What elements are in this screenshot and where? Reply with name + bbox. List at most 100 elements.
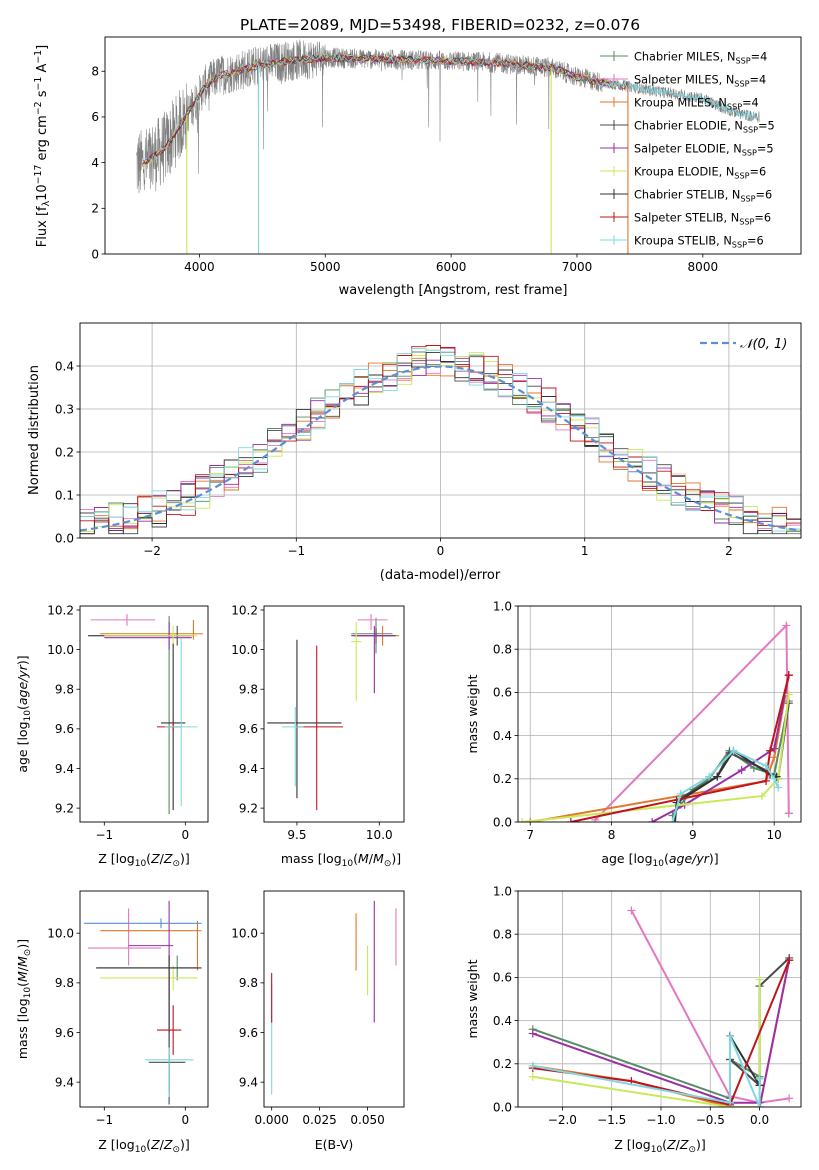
y-tick-label: 9.6	[239, 1026, 258, 1040]
y-axis-label-part: M	[15, 971, 30, 982]
y-axis-label-part: /	[15, 966, 30, 971]
y-axis-label-part: λ	[41, 200, 52, 206]
x-axis-label-part: )]	[696, 1137, 706, 1152]
x-tick-label: −1	[287, 544, 305, 558]
y-tick-label: 0.3	[55, 402, 74, 416]
x-tick-label: 0.025	[302, 1113, 336, 1127]
legend-label-part: =4	[751, 51, 768, 64]
weight-marker	[784, 690, 793, 699]
y-tick-label: 0	[91, 247, 99, 261]
residuals-panel: −2 −1 0 1 2 0.0 0.1 0.2 0.3 0.4 (data-model)/error…	[27, 322, 802, 583]
x-tick-label: −2	[143, 544, 161, 558]
legend-label-part: Salpeter MILES, N	[634, 74, 734, 87]
y-axis-label-part: A	[35, 64, 50, 77]
spectrum-panel: 4000 5000 6000 7000 8000 0 2 4 6 8 wavelength [Ang…	[33, 36, 802, 298]
x-axis-label-part: /	[369, 851, 374, 866]
x-tick-label: 5000	[310, 260, 341, 274]
y-axis-label-part: age/yr	[15, 664, 30, 705]
legend-label: Kroupa MILES, NSSP=4	[634, 97, 759, 112]
weight_vs_Z-plot-area	[528, 906, 794, 1107]
y-tick-label: 10.2	[47, 603, 74, 617]
x-axis-label-part: Z [log	[98, 1137, 134, 1152]
x-tick-label: 0	[437, 544, 445, 558]
weight-marker	[518, 818, 527, 822]
legend-label-part: =4	[750, 74, 767, 87]
x-tick-label: −2.0	[548, 1113, 577, 1127]
y-axis-label-part: −1	[33, 50, 44, 64]
x-axis-label-part: M	[358, 851, 369, 866]
legend-label: Salpeter STELIB, NSSP=6	[634, 212, 771, 227]
x-axis-label: age [log10(age/yr)]	[601, 851, 718, 869]
figure-title: PLATE=2089, MJD=53498, FIBERID=0232, z=0…	[240, 16, 640, 34]
x-axis-label-part: Z	[163, 851, 173, 866]
y-tick-label: 10.0	[47, 927, 74, 941]
y-tick-label: 0.0	[55, 531, 74, 545]
y-axis-label-part: −17	[33, 165, 44, 185]
y-tick-label: 9.4	[239, 762, 258, 776]
mass_vs_Z-plot-area	[84, 900, 202, 1105]
weight-marker	[785, 956, 794, 965]
weight-marker	[670, 818, 679, 822]
y-axis-label: Flux [fλ10−17 erg cm−2 s−1 A−1]	[33, 45, 52, 247]
y-axis-label-part: −2	[33, 101, 44, 115]
x-tick-label: 10	[767, 828, 782, 842]
y-tick-label: 0.2	[493, 772, 512, 786]
weight_vs_Z-axes: −2.0 −1.5 −1.0 −0.5 0.0 0.0 0.2 0.4 0.6 0.8 1.0 mas…	[465, 884, 802, 1155]
x-axis-label-part: Z	[666, 1137, 676, 1152]
weight_vs_Z-frame	[517, 890, 802, 1108]
weight-marker	[762, 776, 771, 785]
x-axis-label-part: 10	[135, 859, 147, 869]
y-tick-label: 2	[91, 202, 99, 216]
x-tick-label: 8	[608, 828, 616, 842]
x-axis-label-part: Z	[163, 1137, 173, 1152]
age_vs_mass-plot-area	[267, 613, 400, 811]
x-axis-label-part: 10	[342, 859, 354, 869]
age_vs_mass-frame	[263, 605, 405, 823]
y-axis-label-part: erg cm	[35, 115, 50, 164]
legend-label-part: Salpeter ELODIE, N	[634, 143, 742, 156]
y-tick-label: 4	[91, 156, 99, 170]
x-axis-label-part: )]	[180, 1137, 190, 1152]
y-axis-label: age [log10(age/yr)]	[15, 655, 33, 772]
model-spectrum-line	[141, 53, 628, 167]
residuals-axes: −2 −1 0 1 2 0.0 0.1 0.2 0.3 0.4 (data-model)/error…	[27, 322, 802, 583]
x-axis-label-part: (	[662, 1137, 667, 1152]
y-tick-label: 0.0	[493, 1100, 512, 1114]
x-axis-label-part: (	[664, 851, 669, 866]
y-tick-label: 0.2	[493, 1057, 512, 1071]
x-axis-label-part: (	[353, 851, 358, 866]
x-axis-label-part: Z	[150, 1137, 160, 1152]
y-tick-label: 1.0	[493, 884, 512, 898]
legend-label-part: =6	[747, 235, 764, 248]
age_vs_Z-panel: −1 09.29.49.69.810.010.2Z [log10(Z/Z⊙)]ag…	[15, 603, 209, 869]
x-axis-label: E(B-V)	[315, 1137, 354, 1152]
x-tick-label: 8000	[688, 260, 719, 274]
weight-marker	[713, 772, 722, 781]
weight-marker	[648, 818, 657, 822]
y-tick-label: 10.0	[231, 643, 258, 657]
x-axis-label-part: ⊙	[384, 859, 392, 869]
legend-label: Chabrier STELIB, NSSP=6	[634, 189, 772, 204]
y-tick-label: 9.4	[55, 1075, 74, 1089]
weight-marker	[770, 774, 779, 783]
x-tick-label: 7	[526, 828, 534, 842]
weight-line	[674, 749, 777, 822]
histogram-step	[80, 351, 801, 535]
x-axis-label: Z [log10(Z/Z⊙)]	[614, 1137, 706, 1155]
y-axis-label-part: mass [log	[15, 998, 30, 1059]
y-axis-label-part: (	[15, 982, 30, 987]
x-tick-label: 2	[725, 544, 733, 558]
x-axis-label-part: Z [log	[614, 1137, 650, 1152]
observed-spectrum-line	[136, 39, 760, 194]
y-tick-label: 0.4	[493, 729, 512, 743]
x-tick-label: 1	[581, 544, 589, 558]
weight-marker	[784, 671, 793, 680]
weight-marker	[705, 772, 714, 781]
legend-label-part: SSP	[742, 148, 757, 158]
x-axis-label-part: age/yr	[669, 851, 710, 866]
legend-label-part: Kroupa STELIB, N	[634, 235, 732, 248]
x-tick-label: −1	[95, 828, 113, 842]
weight-marker	[762, 761, 771, 770]
